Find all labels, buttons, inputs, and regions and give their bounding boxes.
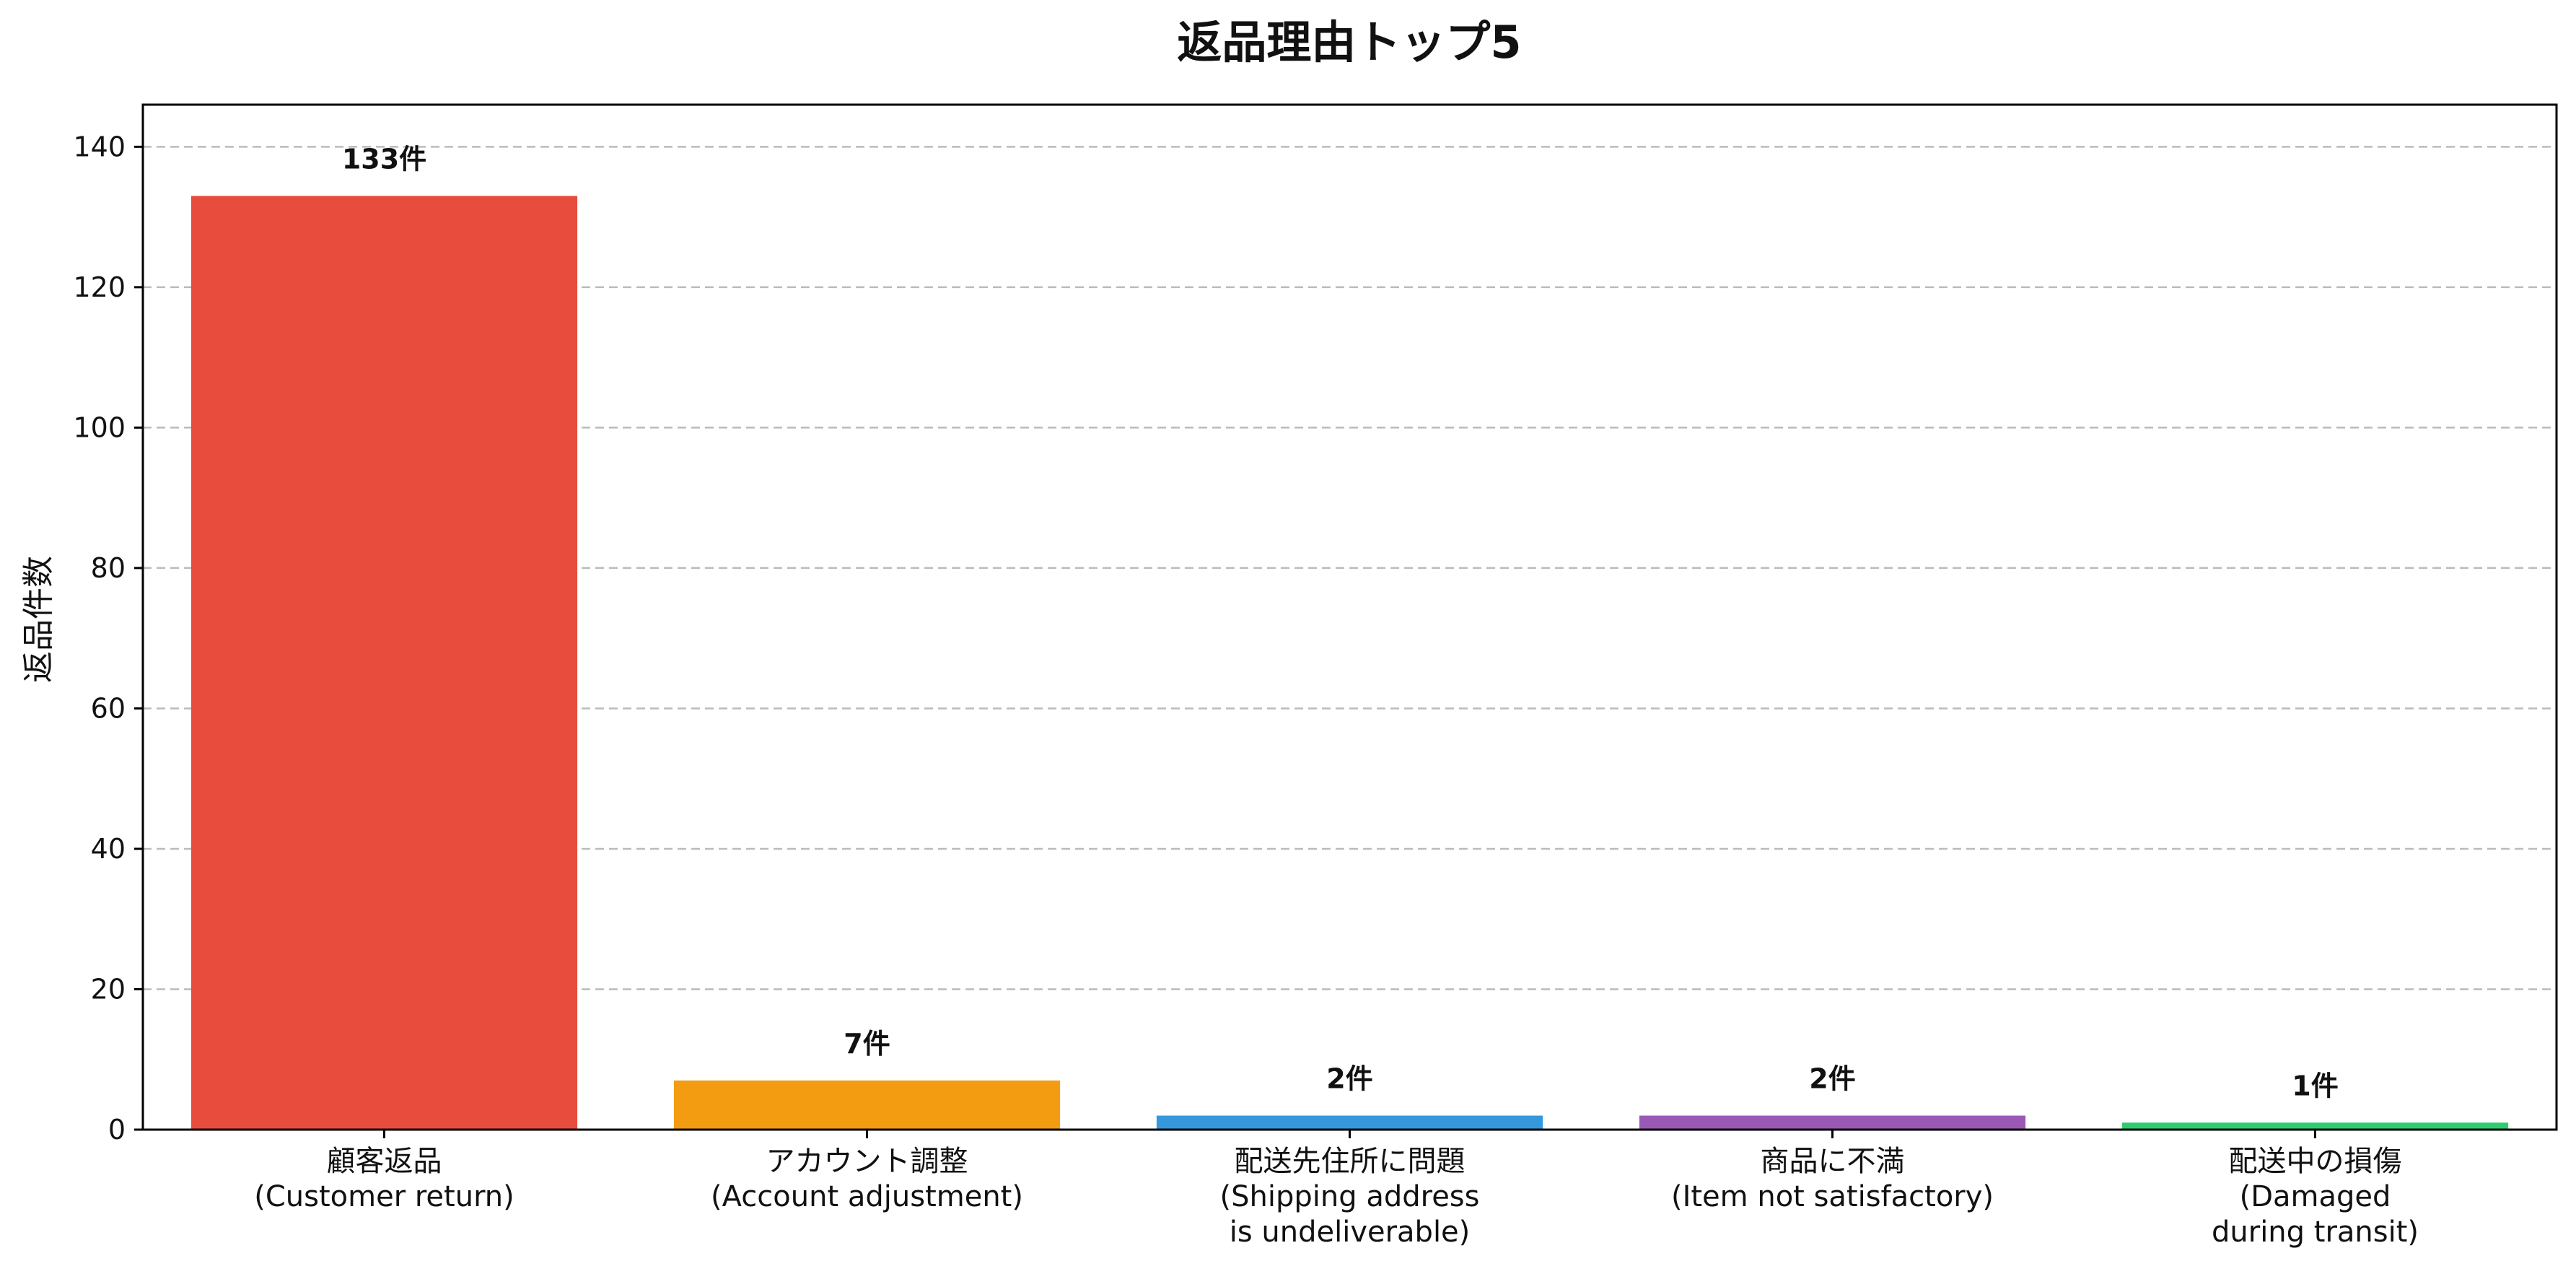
bar <box>2121 1122 2509 1130</box>
data-label: 133件 <box>342 143 426 175</box>
x-tick-label: アカウント調整(Account adjustment) <box>711 1145 1023 1213</box>
x-tick-label: 配送先住所に問題(Shipping address is undeliverabl… <box>1220 1145 1480 1249</box>
data-label: 1件 <box>2292 1070 2338 1101</box>
y-tick-label: 120 <box>73 271 126 303</box>
x-tick-label: 配送中の損傷(Damaged during transit) <box>2212 1145 2419 1249</box>
bars <box>190 196 2509 1130</box>
bar <box>673 1080 1061 1130</box>
x-tick-label: 顧客返品(Customer return) <box>254 1145 514 1213</box>
bar <box>1639 1115 2026 1130</box>
x-axis-ticks: 顧客返品(Customer return) アカウント調整(Account adj… <box>254 1130 2419 1249</box>
data-label: 2件 <box>1809 1063 1855 1095</box>
data-label: 2件 <box>1326 1063 1372 1095</box>
y-tick-label: 140 <box>73 131 126 162</box>
y-tick-label: 40 <box>91 833 126 865</box>
chart-title: 返品理由トップ5 <box>1177 16 1521 69</box>
data-labels: 133件 7件 2件 2件 1件 <box>342 143 2339 1101</box>
y-tick-label: 60 <box>91 692 126 724</box>
bar <box>190 196 578 1130</box>
x-tick-label: 商品に不満(Item not satisfactory) <box>1671 1145 1994 1213</box>
data-label: 7件 <box>844 1028 890 1060</box>
bar <box>1156 1115 1543 1130</box>
y-tick-label: 100 <box>73 411 126 443</box>
y-tick-label: 20 <box>91 973 126 1005</box>
y-tick-label: 0 <box>108 1114 126 1146</box>
y-tick-label: 80 <box>91 552 126 584</box>
y-axis-label: 返品件数 <box>20 556 57 683</box>
y-axis-ticks: 0 20 40 60 80 100 120 140 <box>73 131 143 1146</box>
